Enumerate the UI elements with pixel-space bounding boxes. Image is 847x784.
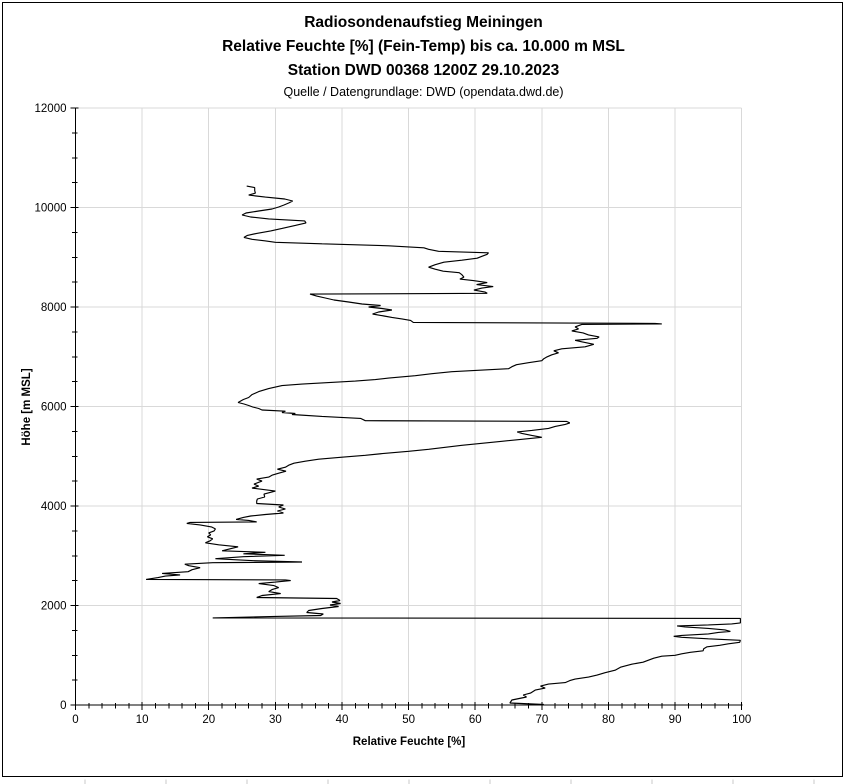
x-axis-tick-label: 10	[136, 714, 149, 726]
y-axis-tick-label: 4000	[41, 501, 67, 513]
chart-subtitle: Relative Feuchte [%] (Fein-Temp) bis ca.…	[222, 38, 625, 55]
x-axis-tick-label: 90	[669, 714, 682, 726]
x-axis-tick-label: 0	[72, 714, 78, 726]
chart-title-block: Radiosondenaufstieg Meiningen Relative F…	[0, 11, 847, 102]
x-axis-tick-label: 30	[269, 714, 282, 726]
chart-title: Radiosondenaufstieg Meiningen	[304, 14, 543, 31]
x-axis-tick-label: 100	[732, 714, 751, 726]
y-axis-tick-label: 12000	[35, 103, 67, 115]
y-axis-tick-label: 6000	[41, 402, 67, 414]
x-axis-tick-label: 40	[336, 714, 349, 726]
y-axis-tick-label: 2000	[41, 601, 67, 613]
y-axis-tick-label: 10000	[35, 203, 67, 215]
x-axis-title: Relative Feuchte [%]	[352, 736, 466, 748]
humidity-profile-line	[146, 185, 741, 706]
x-axis-tick-label: 60	[469, 714, 482, 726]
x-axis-tick-label: 70	[535, 714, 548, 726]
chart-station-line: Station DWD 00368 1200Z 29.10.2023	[287, 62, 560, 79]
x-axis-tick-label: 80	[602, 714, 615, 726]
y-axis-tick-label: 0	[60, 700, 66, 712]
chart-source-line: Quelle / Datengrundlage: DWD (opendata.d…	[283, 85, 564, 99]
y-axis-tick-label: 8000	[41, 302, 67, 314]
x-axis-tick-label: 20	[202, 714, 215, 726]
x-axis-tick-label: 50	[402, 714, 415, 726]
